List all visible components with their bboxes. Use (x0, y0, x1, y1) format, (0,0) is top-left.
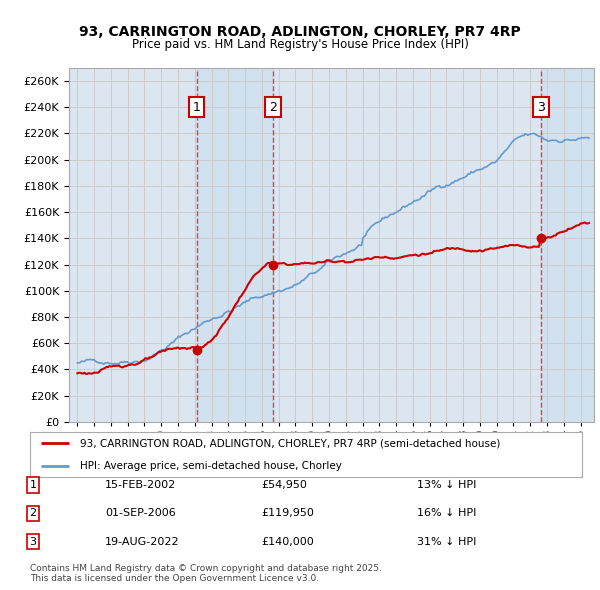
Text: HPI: Average price, semi-detached house, Chorley: HPI: Average price, semi-detached house,… (80, 461, 341, 470)
Text: Contains HM Land Registry data © Crown copyright and database right 2025.
This d: Contains HM Land Registry data © Crown c… (30, 563, 382, 583)
Text: 16% ↓ HPI: 16% ↓ HPI (417, 509, 476, 518)
Text: 1: 1 (193, 101, 201, 114)
Bar (541, 68, 594, 422)
Text: 31% ↓ HPI: 31% ↓ HPI (417, 537, 476, 546)
Text: 2: 2 (29, 509, 37, 518)
Text: £54,950: £54,950 (261, 480, 307, 490)
Text: 1: 1 (29, 480, 37, 490)
Text: 3: 3 (537, 101, 545, 114)
Text: £140,000: £140,000 (261, 537, 314, 546)
Text: 2: 2 (269, 101, 277, 114)
Text: Price paid vs. HM Land Registry's House Price Index (HPI): Price paid vs. HM Land Registry's House … (131, 38, 469, 51)
Text: 01-SEP-2006: 01-SEP-2006 (105, 509, 176, 518)
Text: 13% ↓ HPI: 13% ↓ HPI (417, 480, 476, 490)
Text: 3: 3 (29, 537, 37, 546)
Text: £119,950: £119,950 (261, 509, 314, 518)
Text: 15-FEB-2002: 15-FEB-2002 (105, 480, 176, 490)
Bar (197, 68, 273, 422)
Text: 93, CARRINGTON ROAD, ADLINGTON, CHORLEY, PR7 4RP (semi-detached house): 93, CARRINGTON ROAD, ADLINGTON, CHORLEY,… (80, 438, 500, 448)
Text: 93, CARRINGTON ROAD, ADLINGTON, CHORLEY, PR7 4RP: 93, CARRINGTON ROAD, ADLINGTON, CHORLEY,… (79, 25, 521, 40)
Text: 19-AUG-2022: 19-AUG-2022 (105, 537, 179, 546)
